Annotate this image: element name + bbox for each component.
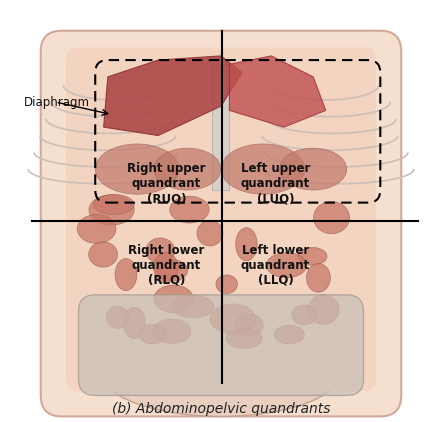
Ellipse shape bbox=[298, 247, 327, 265]
Ellipse shape bbox=[139, 325, 167, 344]
Text: Left upper
quandrant
(LUQ): Left upper quandrant (LUQ) bbox=[241, 162, 310, 205]
Bar bbox=[212, 64, 229, 190]
Ellipse shape bbox=[197, 221, 223, 246]
Ellipse shape bbox=[172, 295, 214, 318]
Ellipse shape bbox=[292, 305, 317, 325]
Text: Diaphragm: Diaphragm bbox=[24, 95, 90, 108]
Ellipse shape bbox=[153, 319, 191, 344]
Ellipse shape bbox=[146, 238, 175, 263]
FancyBboxPatch shape bbox=[79, 295, 363, 395]
Ellipse shape bbox=[95, 144, 179, 194]
Ellipse shape bbox=[154, 253, 178, 283]
Ellipse shape bbox=[99, 324, 343, 417]
Ellipse shape bbox=[235, 314, 263, 337]
Text: (b) Abdominopelvic quandrants: (b) Abdominopelvic quandrants bbox=[112, 403, 330, 417]
Ellipse shape bbox=[154, 148, 221, 190]
Ellipse shape bbox=[77, 214, 116, 243]
PathPatch shape bbox=[103, 56, 242, 135]
Ellipse shape bbox=[306, 263, 330, 292]
Ellipse shape bbox=[308, 295, 339, 325]
Ellipse shape bbox=[313, 201, 350, 234]
Ellipse shape bbox=[216, 275, 237, 293]
Ellipse shape bbox=[123, 307, 146, 338]
Ellipse shape bbox=[89, 242, 118, 267]
Ellipse shape bbox=[107, 306, 129, 328]
Ellipse shape bbox=[274, 325, 304, 344]
Ellipse shape bbox=[89, 195, 134, 225]
Ellipse shape bbox=[226, 329, 263, 348]
FancyBboxPatch shape bbox=[66, 48, 376, 391]
Text: Right upper
quandrant
(RUQ): Right upper quandrant (RUQ) bbox=[127, 162, 206, 205]
Ellipse shape bbox=[156, 260, 188, 281]
Ellipse shape bbox=[267, 253, 307, 278]
Ellipse shape bbox=[94, 195, 134, 214]
Ellipse shape bbox=[221, 144, 305, 194]
Ellipse shape bbox=[210, 304, 255, 334]
Ellipse shape bbox=[280, 148, 347, 190]
Ellipse shape bbox=[170, 196, 209, 223]
Text: Right lower
quandrant
(RLQ): Right lower quandrant (RLQ) bbox=[128, 244, 205, 287]
Text: Left lower
quandrant
(LLQ): Left lower quandrant (LLQ) bbox=[241, 244, 310, 287]
PathPatch shape bbox=[229, 56, 326, 127]
Ellipse shape bbox=[154, 285, 193, 313]
FancyBboxPatch shape bbox=[41, 31, 401, 417]
Ellipse shape bbox=[115, 259, 137, 291]
Ellipse shape bbox=[236, 228, 257, 261]
